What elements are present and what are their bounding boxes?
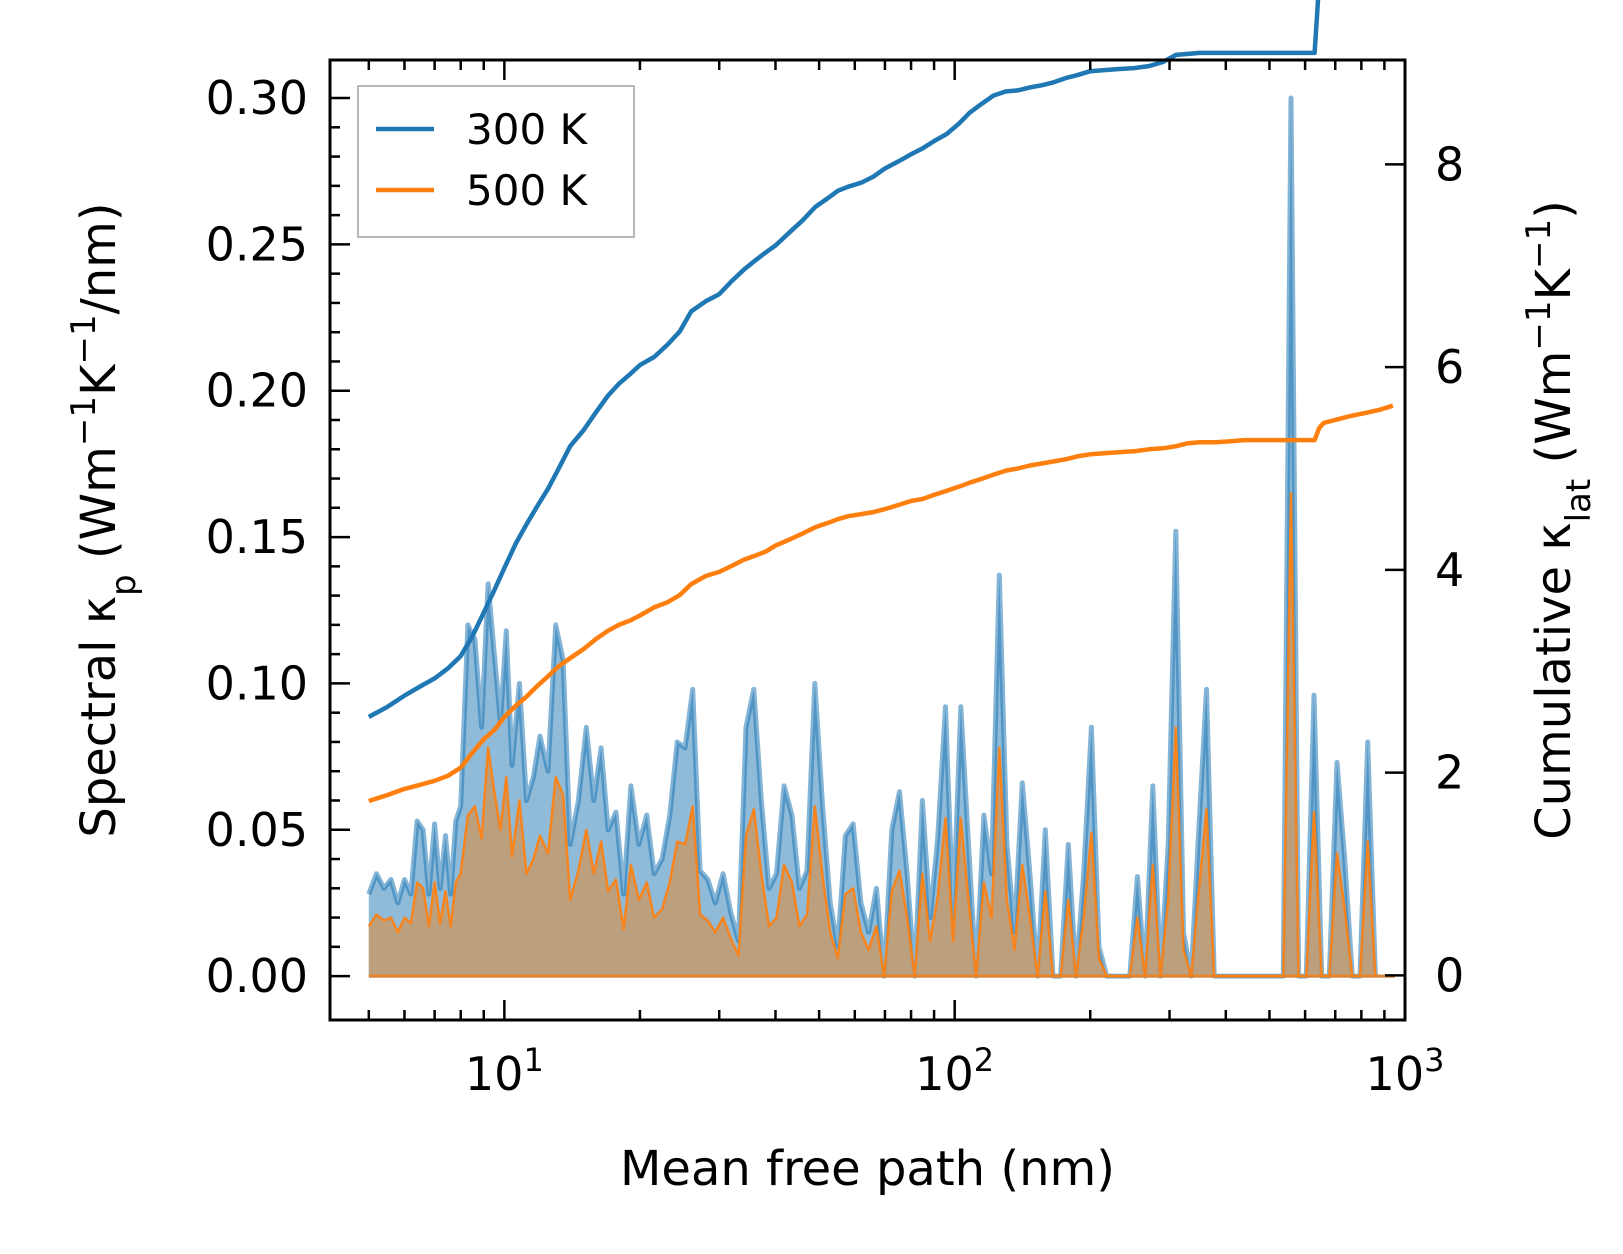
legend-label-300k: 300 K	[466, 105, 589, 154]
legend: 300 K 500 K	[357, 85, 635, 238]
y-right-label-unit-suffix: )	[1526, 200, 1582, 219]
y-right-label-exp1: −1	[1519, 300, 1559, 350]
y-left-label-exp1: −1	[64, 396, 104, 446]
x-tick-label-base: 10	[465, 1047, 524, 1101]
y-left-tick-label: 0.05	[206, 803, 308, 857]
line-layer	[367, 0, 1394, 804]
cumulative-line-300k	[367, 0, 1321, 719]
y-left-tick-label: 0.25	[206, 217, 308, 271]
cumulative-line-500k	[368, 403, 1394, 804]
y-left-tick-label: 0.15	[206, 510, 308, 564]
y-right-tick-label: 0	[1435, 948, 1464, 1002]
x-axis-label: Mean free path (nm)	[620, 1141, 1115, 1197]
x-tick-label-base: 10	[1366, 1047, 1425, 1101]
y-left-label-main: Spectral κ	[71, 596, 127, 838]
spectral-fill-layer	[366, 95, 1395, 979]
y-right-label-main: Cumulative κ	[1526, 522, 1582, 840]
y-right-tick-label: 2	[1435, 746, 1464, 800]
y-left-tick-label: 0.10	[206, 656, 308, 710]
y-right-tick-label: 8	[1435, 137, 1464, 191]
spectral-fill-500k	[368, 493, 1376, 977]
y-right-label-mid: K	[1526, 267, 1582, 300]
y-axis-right-label: Cumulative κlat (Wm−1K−1)	[1519, 200, 1599, 840]
y-axis-left-label: Spectral κp (Wm−1K−1/nm)	[64, 202, 144, 837]
y-left-tick-label: 0.00	[206, 949, 308, 1003]
y-left-label-sub: p	[104, 574, 144, 596]
x-tick-label: 101	[465, 1041, 544, 1101]
spectral-line-300k	[366, 95, 1378, 979]
y-right-tick-label: 4	[1435, 543, 1464, 597]
y-right-label-sub: lat	[1559, 479, 1599, 523]
y-right-tick-label: 6	[1435, 340, 1464, 394]
y-left-label-mid: K	[71, 363, 127, 396]
y-left-label-exp2: −1	[64, 314, 104, 364]
spectral-line-500k	[367, 491, 1377, 978]
y-right-label-unit-prefix: (Wm	[1526, 351, 1582, 479]
x-tick-label-exp: 1	[523, 1041, 543, 1079]
y-right-label-exp2: −1	[1519, 219, 1559, 269]
y-left-label-unit-suffix: /nm)	[71, 202, 127, 314]
y-left-label-unit-prefix: (Wm	[71, 446, 127, 574]
legend-label-500k: 500 K	[466, 166, 589, 215]
x-tick-label-base: 10	[915, 1047, 974, 1101]
x-tick-label: 102	[915, 1041, 994, 1101]
plot-frame	[328, 58, 1407, 1022]
x-tick-label-exp: 3	[1424, 1041, 1444, 1079]
tick-layer	[330, 60, 1407, 1020]
tick-label-layer: 101 102 1030.000.050.100.150.200.250.30024…	[206, 71, 1465, 1101]
legend-box	[357, 85, 635, 238]
x-tick-label: 103	[1366, 1041, 1445, 1101]
x-tick-label-exp: 2	[974, 1041, 994, 1079]
y-left-tick-label: 0.30	[206, 71, 308, 125]
y-left-tick-label: 0.20	[206, 364, 308, 418]
